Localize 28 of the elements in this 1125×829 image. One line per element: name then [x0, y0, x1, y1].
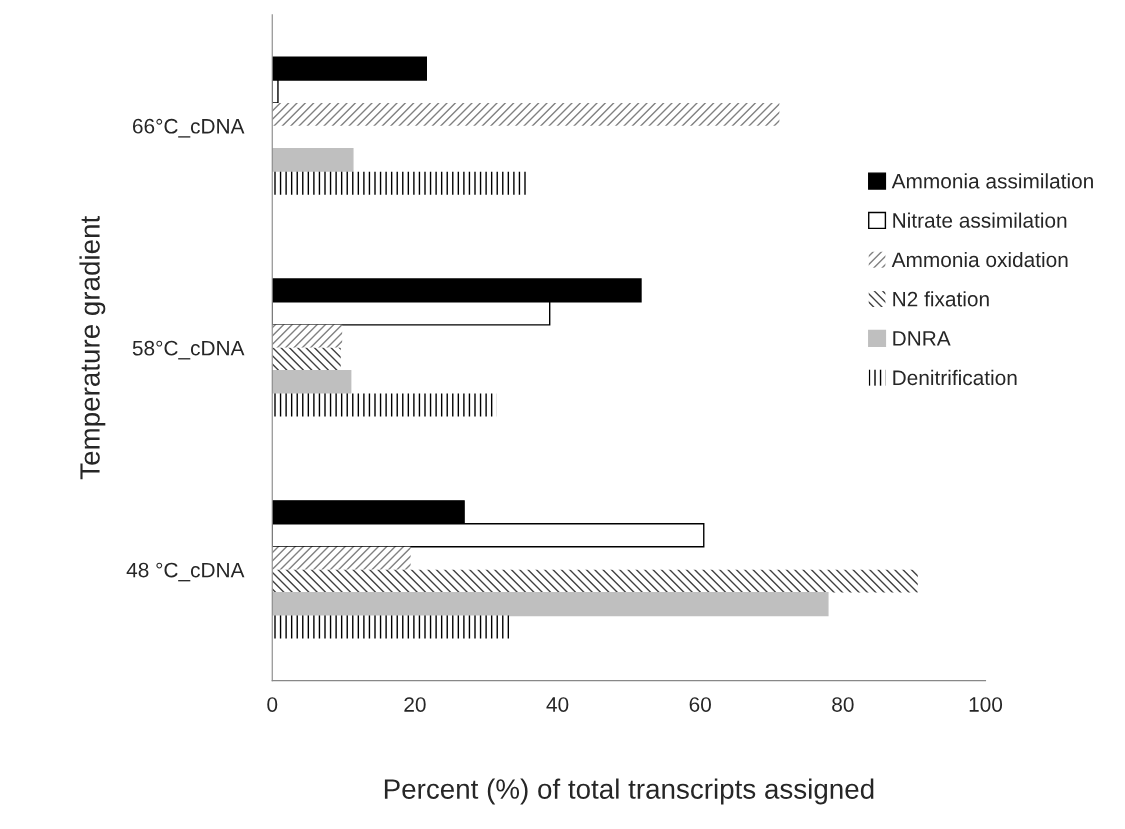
bar	[272, 324, 343, 348]
y-tick-label: 58°C_cDNA	[132, 340, 245, 360]
y-tick-label: 48 °C_cDNA	[126, 562, 245, 582]
bar	[272, 148, 354, 173]
bar	[272, 347, 341, 371]
bar	[272, 615, 510, 639]
legend-label: DNRA	[893, 331, 951, 346]
x-tick-label: 0	[267, 697, 278, 712]
bar	[272, 171, 527, 195]
x-tick-label: 60	[689, 697, 711, 712]
bar	[272, 546, 411, 570]
bar	[272, 102, 780, 126]
y-tick-label: 66°C_cDNA	[132, 118, 245, 138]
x-tick-label: 100	[969, 697, 1003, 712]
legend-label: Ammonia assimilation	[891, 173, 1093, 189]
x-tick-label: 80	[832, 697, 854, 712]
bar	[272, 369, 352, 395]
x-tick-label: 20	[404, 697, 426, 712]
x-tick-label: 40	[546, 697, 569, 712]
bar	[272, 569, 918, 593]
y-axis-title: Temperature gradient	[79, 215, 106, 480]
legend-label: N2 fixation	[893, 291, 989, 307]
x-axis-title: Percent (%) of total transcripts assigned	[384, 778, 874, 805]
legend-label: Nitrate assimilation	[893, 212, 1067, 228]
legend-label: Ammonia oxidation	[891, 251, 1068, 268]
bar	[272, 591, 829, 617]
legend-label: Denitrification	[893, 369, 1017, 386]
bar	[272, 393, 497, 417]
